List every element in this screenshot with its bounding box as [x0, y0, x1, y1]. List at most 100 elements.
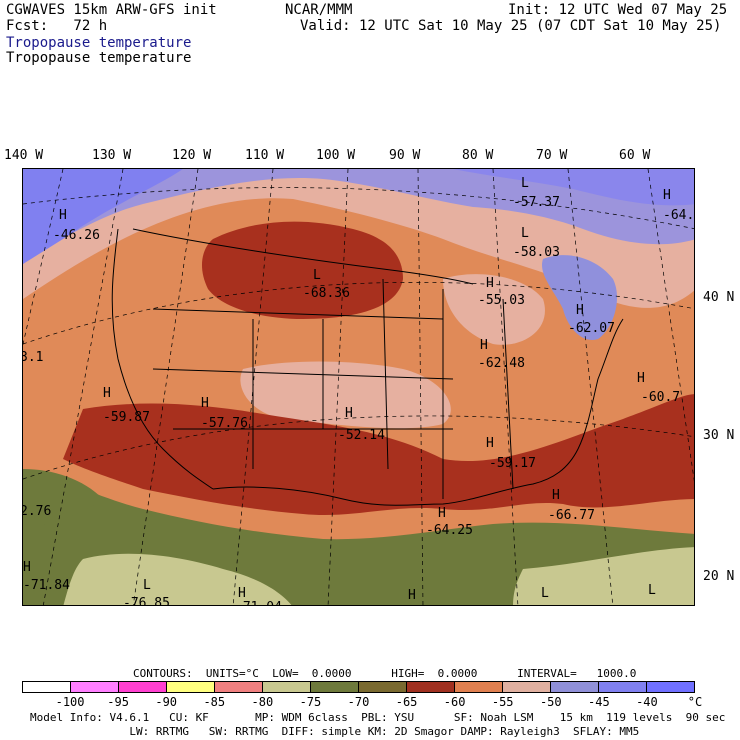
legend-swatch — [599, 682, 647, 692]
shading-light-central — [240, 361, 451, 429]
extremum-value: -46.26 — [53, 228, 100, 243]
extremum-value: -71.04 — [235, 600, 282, 606]
low-marker: L — [541, 586, 549, 601]
high-marker: H — [663, 188, 671, 203]
us-canada-border — [132, 228, 474, 285]
legend-tick-label: -70 — [347, 695, 370, 709]
high-marker: H — [576, 303, 584, 318]
legend-tick-label: -95 — [107, 695, 129, 709]
high-marker: H — [408, 588, 416, 603]
extremum-value: 2.76 — [23, 504, 51, 519]
low-marker: L — [313, 268, 321, 283]
extremum-value: -57.76 — [201, 416, 248, 431]
extremum-value: -58.03 — [513, 245, 560, 260]
field-title-secondary: Tropopause temperature — [6, 50, 192, 66]
high-marker: H — [637, 371, 645, 386]
low-marker: L — [143, 578, 151, 593]
lat-lon-grid — [23, 169, 694, 605]
legend-tick-label: -85 — [203, 695, 226, 709]
high-marker: H — [486, 436, 494, 451]
lon-label: 60 W — [619, 148, 651, 163]
legend-swatch — [551, 682, 599, 692]
lon-label: 120 W — [172, 148, 212, 163]
extremum-value: -64. — [663, 208, 694, 223]
extremum-value: -68.36 — [303, 286, 350, 301]
legend-tick-label: -50 — [539, 695, 562, 709]
model-info-line2: LW: RRTMG SW: RRTMG DIFF: simple KM: 2D … — [30, 725, 640, 738]
lon-label: 90 W — [389, 148, 421, 163]
shading-olive-southwest — [23, 469, 103, 529]
legend-swatch — [359, 682, 407, 692]
lon-line — [232, 169, 274, 605]
high-marker: H — [103, 386, 111, 401]
high-marker: H — [480, 338, 488, 353]
lon-label: 80 W — [462, 148, 494, 163]
extrema-labels: H -46.26 L -57.37 L -58.03 L -68.36 H -55.03 H -62.… — [23, 176, 694, 606]
state-lines — [252, 278, 514, 499]
high-marker: H — [552, 488, 560, 503]
extremum-value: -66.77 — [548, 508, 595, 523]
political-boundaries — [111, 228, 624, 506]
extremum-value: -57.37 — [513, 195, 560, 210]
extremum-value: -62.07 — [568, 321, 615, 336]
lon-label: 130 W — [92, 148, 132, 163]
legend-swatch — [407, 682, 455, 692]
high-marker: H — [438, 506, 446, 521]
low-marker: L — [521, 226, 529, 241]
field-title-primary: Tropopause temperature — [6, 35, 192, 51]
extremum-value: -71.84 — [23, 578, 70, 593]
shading-light-greatlakes — [443, 274, 545, 345]
legend-ticks: -100 -95 -90 -85 -80 -75 -70 -65 -60 -55 -50 -45 -40… — [22, 695, 703, 709]
extremum-value: -76.85 — [123, 596, 170, 606]
shading-tan-southeast — [513, 547, 694, 605]
legend-swatch — [455, 682, 503, 692]
map-canvas: H -46.26 L -57.37 L -58.03 L -68.36 H -55.03 H -62.… — [23, 169, 694, 606]
legend-swatch — [263, 682, 311, 692]
legend-swatch — [23, 682, 71, 692]
lon-line — [417, 169, 424, 605]
extremum-value: -59.87 — [103, 410, 150, 425]
legend-tick-label: -65 — [395, 695, 418, 709]
high-marker: H — [486, 276, 494, 291]
low-marker: L — [521, 176, 529, 191]
extremum-value: -64.25 — [426, 523, 473, 538]
lon-label: 140 W — [4, 148, 44, 163]
extremum-value: -55.03 — [478, 293, 525, 308]
legend-swatch — [503, 682, 551, 692]
legend-swatch — [311, 682, 359, 692]
lon-line — [647, 169, 694, 482]
shading-blue-northeast — [453, 169, 694, 206]
lon-line — [23, 169, 64, 346]
legend-tick-label: -45 — [588, 695, 610, 709]
west-coastline — [111, 228, 214, 490]
model-info-line1: Model Info: V4.6.1 CU: KF MP: WDM 6class… — [30, 711, 726, 724]
legend-swatch — [647, 682, 694, 692]
legend-tick-label: -90 — [155, 695, 178, 709]
shading-purple-newengland — [542, 255, 618, 340]
institution-label: NCAR/MMM — [285, 2, 353, 18]
shading-purple-north — [23, 169, 694, 259]
legend-tick-label: -80 — [251, 695, 274, 709]
legend-swatch — [215, 682, 263, 692]
extremum-value: -62.48 — [478, 356, 525, 371]
lon-line — [327, 169, 349, 605]
lon-label: 100 W — [316, 148, 356, 163]
forecast-hour: Fcst: 72 h — [6, 18, 108, 34]
legend-tick-label: -75 — [299, 695, 322, 709]
high-marker: H — [238, 586, 246, 601]
legend-swatch — [119, 682, 167, 692]
legend-tick-label: -100 — [55, 695, 85, 709]
legend-tick-label: °C — [687, 695, 703, 709]
lon-line — [132, 169, 199, 605]
extremum-value: -52.14 — [338, 428, 385, 443]
gulf-east-coastline — [212, 318, 624, 506]
legend-tick-label: -55 — [491, 695, 514, 709]
legend-tick-label: -40 — [636, 695, 658, 709]
extremum-value: -60.7 — [641, 390, 680, 405]
lon-line — [43, 169, 124, 605]
shading-darkred-south — [63, 394, 694, 516]
lat-label: 40 N — [703, 290, 735, 305]
lon-line — [492, 169, 519, 605]
legend-swatch — [71, 682, 119, 692]
init-time: Init: 12 UTC Wed 07 May 25 — [508, 2, 728, 18]
